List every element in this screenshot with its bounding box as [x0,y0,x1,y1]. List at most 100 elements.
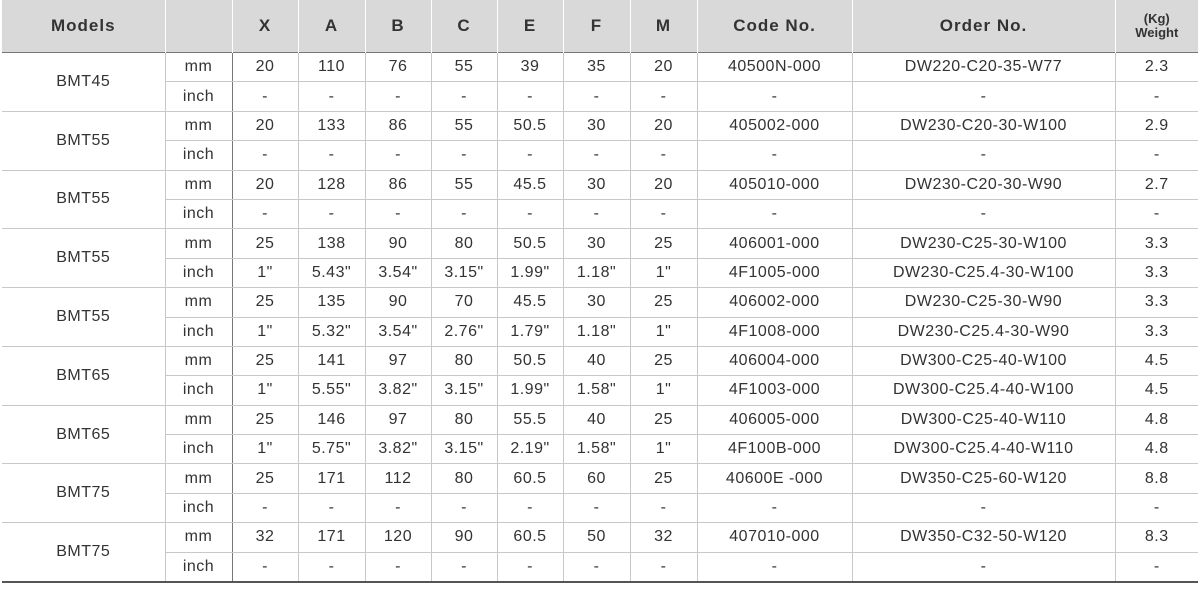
value-cell: - [430,81,498,112]
value-cell: - [1114,81,1198,112]
value-cell: 1" [231,434,299,465]
unit-cell: inch [165,316,233,347]
value-cell: - [696,81,853,112]
value-cell: - [696,492,853,524]
value-cell: 1.99" [496,375,564,406]
value-cell: 39 [496,51,564,83]
value-cell: 25 [629,228,698,259]
value-cell: 128 [297,169,366,200]
value-cell: 3.3 [1114,316,1198,347]
unit-cell: inch [165,257,233,289]
value-cell: 2.76" [430,316,498,347]
header-cell: C [430,0,497,53]
table-row: BMT65 mm 25 146 97 80 55.5 40 25 406005-000 DW300-… [2,404,1198,465]
value-cell: 4.5 [1114,345,1198,377]
value-cell: - [496,81,564,112]
value-cell: 90 [364,287,432,318]
value-cell: 4.5 [1114,375,1198,406]
table-header: Models X A B C E F M Code No. Order No. (Kg) Weight [2,0,1198,53]
value-cell: 97 [364,404,432,436]
value-cell: - [562,140,631,171]
value-cell: 133 [297,110,366,142]
model-cell: BMT75 [2,463,166,524]
model-cell: BMT65 [2,404,166,465]
model-cell: BMT55 [2,110,166,171]
value-cell: 90 [430,522,498,553]
value-cell: 40500N-000 [696,51,853,83]
value-cell: - [629,198,698,230]
value-cell: 30 [562,228,631,259]
unit-cell: inch [165,375,233,406]
value-cell: - [364,81,432,112]
value-cell: 25 [231,345,299,377]
value-cell: 20 [231,110,299,142]
header-cell: Models [2,0,165,53]
value-cell: 20 [629,110,698,142]
table-row: inch 1" 5.43" 3.54" 3.15" 1.99" 1.18" 1" 4F1005-… [2,257,1198,289]
header-row: Models X A B C E F M Code No. Order No. (Kg) Weight [2,0,1198,53]
value-cell: - [851,81,1116,112]
value-cell: 406002-000 [696,287,853,318]
value-cell: 40600E -000 [696,463,853,494]
value-cell: DW230-C25.4-30-W100 [851,257,1116,289]
value-cell: - [562,198,631,230]
value-cell: 80 [430,463,498,494]
value-cell: DW230-C20-30-W90 [851,169,1116,200]
value-cell: 1" [629,434,698,465]
table-row: inch - - - - - - - - - - [2,81,1198,112]
unit-cell: mm [164,51,233,83]
value-cell: 405010-000 [696,169,853,200]
value-cell: 32 [629,522,698,553]
value-cell: - [364,551,432,584]
value-cell: 40 [562,404,631,436]
value-cell: 60 [562,463,631,494]
value-cell: - [297,198,366,230]
value-cell: DW230-C25-30-W100 [851,228,1116,259]
unit-cell: mm [164,287,233,318]
value-cell: - [851,140,1116,171]
value-cell: DW220-C20-35-W77 [851,51,1116,83]
header-cell: A [297,0,365,53]
value-cell: DW350-C32-50-W120 [851,522,1116,553]
value-cell: 4.8 [1114,434,1198,465]
value-cell: 146 [297,404,366,436]
unit-cell: mm [164,110,233,142]
unit-cell: inch [165,81,233,112]
value-cell: 86 [364,169,432,200]
header-cell: M [629,0,697,53]
value-cell: 50.5 [496,345,564,377]
value-cell: 1.58" [562,434,631,465]
unit-cell: inch [165,140,233,171]
value-cell: - [297,492,366,524]
value-cell: - [430,551,498,584]
value-cell: 4F1008-000 [696,316,853,347]
unit-cell: inch [165,492,233,524]
header-cell [164,0,232,53]
value-cell: 407010-000 [696,522,853,553]
value-cell: 55.5 [496,404,564,436]
value-cell: 141 [297,345,366,377]
value-cell: 1" [629,375,698,406]
value-cell: 25 [629,345,698,377]
table-row: BMT55 mm 20 133 86 55 50.5 30 20 405002-000 DW230-… [2,110,1198,171]
unit-cell: inch [165,434,233,465]
value-cell: 2.9 [1114,110,1198,142]
value-cell: 1.99" [496,257,564,289]
value-cell: DW230-C20-30-W100 [851,110,1116,142]
unit-cell: mm [164,228,233,259]
value-cell: 1" [231,257,299,289]
value-cell: 4F1005-000 [696,257,853,289]
value-cell: DW300-C25-40-W110 [851,404,1116,436]
value-cell: 2.7 [1114,169,1198,200]
value-cell: - [851,551,1116,584]
value-cell: - [430,492,498,524]
value-cell: - [297,140,366,171]
value-cell: DW300-C25-40-W100 [851,345,1116,377]
header-cell: (Kg) Weight [1114,0,1198,53]
value-cell: 110 [297,51,366,83]
value-cell: 60.5 [496,463,564,494]
header-cell: B [364,0,431,53]
value-cell: DW230-C25-30-W90 [851,287,1116,318]
value-cell: 4F1003-000 [696,375,853,406]
